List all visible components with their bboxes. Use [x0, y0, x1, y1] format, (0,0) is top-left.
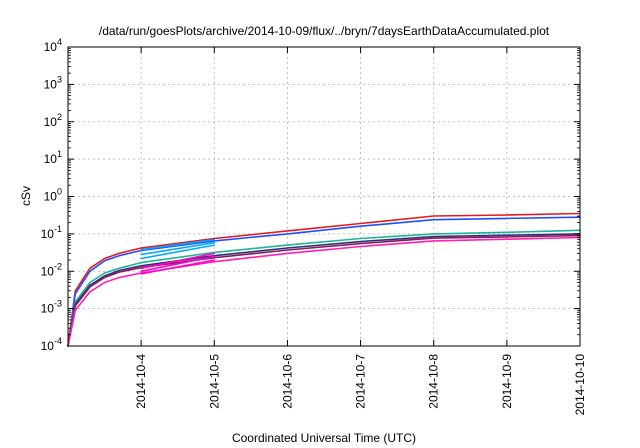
y-tick-label: 10-1 — [41, 224, 62, 241]
y-tick-base: 10 — [44, 190, 58, 204]
x-tick-label: 2014-10-8 — [427, 354, 441, 409]
y-tick-base: 10 — [41, 227, 55, 241]
y-tick-exponent: 0 — [57, 187, 62, 197]
y-tick-base: 10 — [44, 115, 58, 129]
y-tick-label: 10-4 — [41, 336, 62, 353]
x-tick-label: 2014-10-7 — [354, 354, 368, 409]
y-tick-exponent: 4 — [57, 37, 62, 47]
y-tick-exponent: -4 — [54, 336, 62, 346]
series-line-7 — [140, 238, 216, 251]
y-tick-base: 10 — [44, 77, 58, 91]
y-tick-exponent: 3 — [57, 74, 62, 84]
series-line-9 — [140, 244, 216, 260]
y-tick-exponent: -3 — [54, 299, 62, 309]
y-tick-label: 104 — [44, 37, 62, 54]
x-axis: 2014-10-4 2014-10-5 2014-10-6 2014-10-7 2014… — [134, 47, 587, 415]
chart-title: /data/run/goesPlots/archive/2014-10-09/f… — [99, 24, 550, 38]
series-line-3 — [67, 229, 581, 347]
series-line-5 — [67, 234, 581, 347]
grid-layer — [68, 47, 580, 346]
series-line-10 — [140, 252, 216, 270]
y-tick-exponent: -1 — [54, 224, 62, 234]
x-tick-label: 2014-10-9 — [500, 354, 514, 409]
series-line-11 — [140, 255, 216, 273]
x-tick-label: 2014-10-5 — [207, 354, 221, 409]
series-line-2 — [67, 216, 581, 347]
series-line-12 — [140, 259, 216, 275]
y-tick-base: 10 — [44, 40, 58, 54]
series-line-8 — [140, 241, 216, 256]
y-tick-exponent: 2 — [57, 112, 62, 122]
y-axis-title: cSv — [19, 186, 33, 206]
x-tick-label: 2014-10-6 — [280, 354, 294, 409]
y-tick-label: 102 — [44, 112, 62, 129]
y-tick-label: 100 — [44, 187, 62, 204]
y-tick-base: 10 — [41, 302, 55, 316]
y-tick-label: 10-2 — [41, 261, 62, 278]
y-tick-exponent: 1 — [57, 149, 62, 159]
x-axis-title: Coordinated Universal Time (UTC) — [232, 431, 416, 445]
y-tick-label: 101 — [44, 149, 62, 166]
y-tick-base: 10 — [44, 152, 58, 166]
y-tick-exponent: -2 — [54, 261, 62, 271]
series-layer — [67, 212, 581, 347]
y-tick-base: 10 — [41, 264, 55, 278]
y-tick-base: 10 — [41, 339, 55, 353]
x-tick-label: 2014-10-10 — [573, 354, 587, 416]
series-line-1 — [67, 212, 581, 347]
x-tick-label: 2014-10-4 — [134, 354, 148, 409]
y-tick-label: 103 — [44, 74, 62, 91]
y-tick-label: 10-3 — [41, 299, 62, 316]
